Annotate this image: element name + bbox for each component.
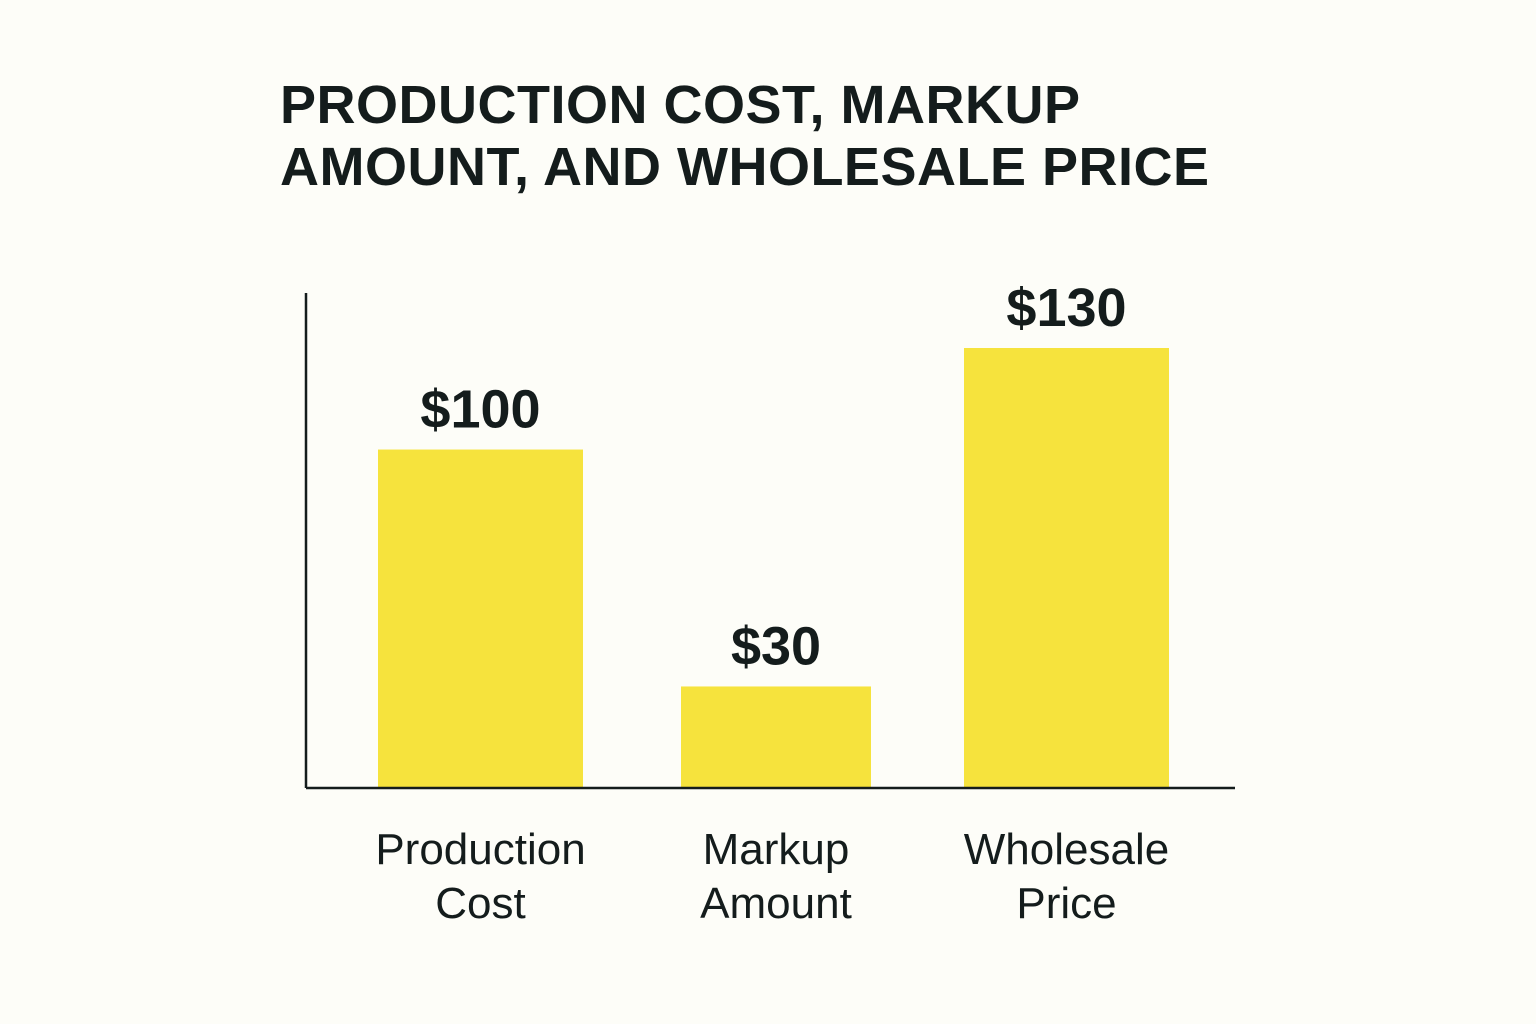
- category-label-1-line-2: Cost: [435, 879, 525, 928]
- bar-3: [964, 348, 1169, 788]
- category-label-2-line-1: Markup: [703, 825, 850, 874]
- axes-group: [304, 293, 1235, 790]
- category-labels-group: Production Cost Markup Amount Wholesale Price: [375, 825, 1169, 928]
- category-label-3: Wholesale Price: [964, 825, 1169, 928]
- category-label-2: Markup Amount: [700, 825, 852, 928]
- chart-title-line-2: AMOUNT, AND WHOLESALE PRICE: [280, 137, 1210, 197]
- category-label-3-line-1: Wholesale: [964, 825, 1169, 874]
- value-labels-group: $100 $30 $130: [420, 278, 1126, 676]
- category-label-2-line-2: Amount: [700, 879, 852, 928]
- bars-group: [378, 348, 1169, 788]
- bar-1: [378, 449, 583, 788]
- category-label-1: Production Cost: [375, 825, 585, 928]
- value-label-3: $130: [1006, 278, 1126, 338]
- category-label-1-line-1: Production: [375, 825, 585, 874]
- bar-2: [681, 686, 871, 788]
- chart-title-line-1: PRODUCTION COST, MARKUP: [280, 75, 1081, 135]
- value-label-2: $30: [731, 616, 821, 676]
- category-label-3-line-2: Price: [1016, 879, 1116, 928]
- value-label-1: $100: [420, 380, 540, 440]
